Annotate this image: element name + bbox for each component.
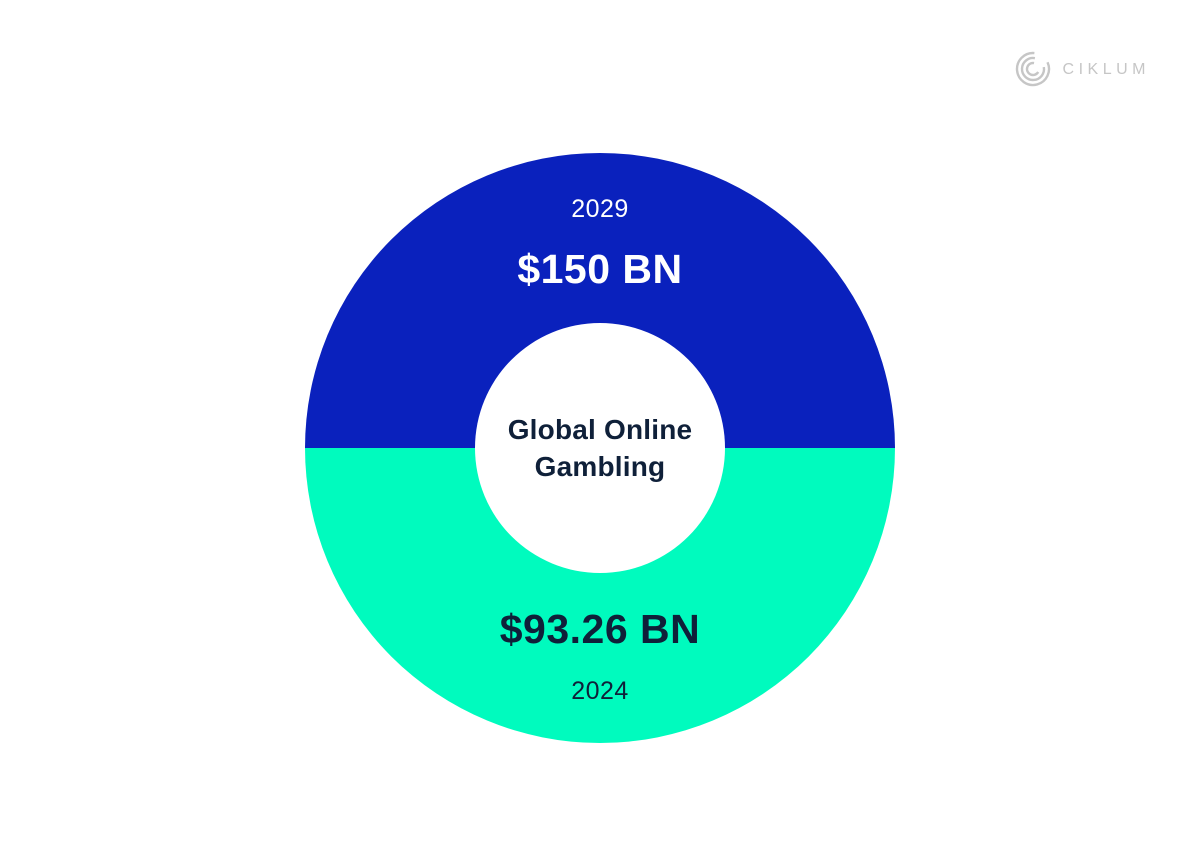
donut-chart: 2029 $150 BN Global Online Gambling $93.… <box>305 153 895 743</box>
donut-center: Global Online Gambling <box>475 323 725 573</box>
brand-wordmark: CIKLUM <box>1062 61 1150 78</box>
ciklum-arcs-icon <box>1013 48 1053 90</box>
segment-2029-value-label: $150 BN <box>517 246 683 292</box>
segment-2024-year-label: 2024 <box>571 677 629 705</box>
segment-2024-value-label: $93.26 BN <box>499 606 701 652</box>
segment-2029-year-label: 2029 <box>571 195 629 223</box>
ciklum-logo: CIKLUM <box>1013 48 1150 90</box>
chart-center-title: Global Online Gambling <box>507 413 693 482</box>
